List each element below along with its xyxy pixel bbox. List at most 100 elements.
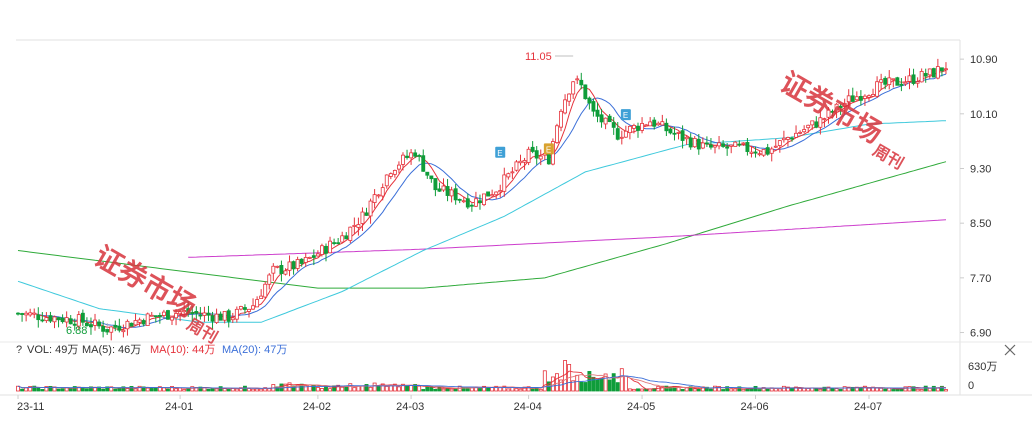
down-candle xyxy=(899,83,904,86)
down-candle xyxy=(895,77,900,86)
down-volume-bar xyxy=(530,388,535,392)
up-candle xyxy=(449,189,454,197)
down-candle xyxy=(157,315,162,317)
down-volume-bar xyxy=(129,385,134,392)
down-candle xyxy=(332,242,337,244)
down-volume-bar xyxy=(814,388,819,392)
up-candle xyxy=(328,240,332,254)
down-volume-bar xyxy=(445,388,450,392)
down-volume-bar xyxy=(607,379,612,392)
up-candle xyxy=(944,68,948,71)
down-candle xyxy=(324,245,328,254)
up-candle xyxy=(826,109,831,118)
up-volume-bar xyxy=(396,386,401,392)
volume-tick-label: 630万 xyxy=(968,361,997,373)
price-tick-label: 10.90 xyxy=(970,54,998,66)
up-candle xyxy=(559,110,563,128)
down-candle xyxy=(587,97,592,104)
up-candle xyxy=(692,138,697,148)
up-candle xyxy=(648,121,653,127)
down-volume-bar xyxy=(883,388,888,392)
down-volume-bar xyxy=(583,382,588,392)
price-axis: 10.90 10.10 9.30 8.50 7.70 6.90 630万 0 xyxy=(960,54,998,392)
up-volume-bar xyxy=(307,384,312,392)
up-candle xyxy=(380,187,385,197)
up-volume-bar xyxy=(915,388,920,392)
down-candle xyxy=(299,258,304,264)
up-candle xyxy=(490,194,495,197)
up-candle xyxy=(409,152,414,159)
up-volume-bar xyxy=(927,387,932,392)
up-candle xyxy=(761,149,766,156)
up-candle xyxy=(632,125,636,129)
vol-ma20: MA(20): 47万 xyxy=(222,344,287,356)
time-tick-label: 24-03 xyxy=(396,401,424,413)
down-candle xyxy=(243,307,247,310)
up-volume-bar xyxy=(182,389,187,392)
down-candle xyxy=(737,143,742,146)
close-volume-icon[interactable] xyxy=(1004,344,1016,356)
down-candle xyxy=(680,130,685,141)
up-candle xyxy=(603,117,608,125)
up-candle xyxy=(518,160,523,164)
time-tick-label: 24-06 xyxy=(741,401,769,413)
up-candle xyxy=(24,312,29,316)
price-tick-label: 8.50 xyxy=(970,218,991,230)
down-candle xyxy=(16,312,20,315)
grid-lines xyxy=(0,39,1032,396)
down-volume-bar xyxy=(911,386,916,392)
down-candle xyxy=(113,324,118,328)
up-candle xyxy=(498,190,503,193)
down-candle xyxy=(40,319,45,322)
down-volume-bar xyxy=(721,389,726,392)
up-candle xyxy=(247,308,251,312)
up-candle xyxy=(644,124,649,127)
up-volume-bar xyxy=(684,387,689,392)
event-marker-label: E xyxy=(546,145,551,154)
up-volume-bar xyxy=(571,380,576,392)
down-volume-bar xyxy=(60,388,65,392)
price-tick-label: 6.90 xyxy=(970,328,991,340)
down-volume-bar xyxy=(709,388,713,392)
event-marker-badge xyxy=(495,146,506,158)
up-candle xyxy=(640,123,645,131)
up-volume-bar xyxy=(741,388,746,392)
down-candle xyxy=(186,308,191,314)
up-candle xyxy=(741,142,746,145)
up-candle xyxy=(538,155,543,160)
down-candle xyxy=(311,255,316,258)
help-icon[interactable]: ? xyxy=(16,344,22,356)
down-volume-bar xyxy=(437,386,442,392)
up-volume-bar xyxy=(907,386,912,392)
up-candle xyxy=(506,173,511,178)
down-volume-bar xyxy=(891,389,896,392)
down-candle xyxy=(60,317,65,323)
up-volume-bar xyxy=(315,387,320,392)
up-candle xyxy=(733,141,738,147)
up-candle xyxy=(749,151,754,154)
up-candle xyxy=(818,117,823,128)
down-candle xyxy=(939,67,944,72)
down-candle xyxy=(36,314,41,321)
up-candle xyxy=(356,224,361,228)
up-volume-bar xyxy=(255,388,260,392)
down-volume-bar xyxy=(838,389,843,392)
up-candle xyxy=(283,270,288,275)
vol-ma5-line xyxy=(17,370,947,390)
down-candle xyxy=(336,242,341,245)
event-marker-label: E xyxy=(623,111,628,120)
down-volume-bar xyxy=(421,389,426,392)
down-candle xyxy=(445,186,450,196)
up-candle xyxy=(757,153,762,156)
up-volume-bar xyxy=(352,387,357,392)
down-candle xyxy=(583,84,588,100)
up-candle xyxy=(935,66,940,79)
down-volume-bar xyxy=(149,387,154,392)
up-volume-bar xyxy=(401,383,405,392)
up-candle xyxy=(360,211,365,224)
up-volume-bar xyxy=(842,386,847,392)
up-volume-bar xyxy=(24,387,29,392)
volume-legend: ? VOL: 49万 MA(5): 46万 MA(10): 44万 MA(20)… xyxy=(16,344,287,356)
down-candle xyxy=(141,320,146,325)
down-volume-bar xyxy=(186,388,191,392)
